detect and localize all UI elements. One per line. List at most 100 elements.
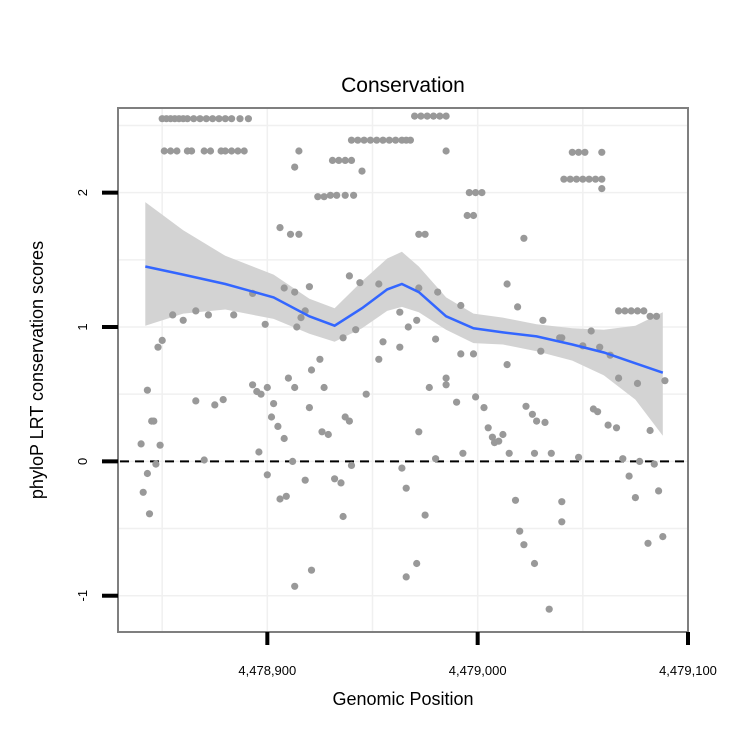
data-point bbox=[152, 460, 160, 468]
data-point bbox=[650, 460, 658, 468]
data-point bbox=[320, 193, 328, 201]
data-point bbox=[457, 301, 465, 310]
data-point bbox=[200, 147, 208, 155]
data-point bbox=[545, 605, 553, 613]
data-point bbox=[219, 396, 227, 404]
data-point bbox=[337, 479, 345, 487]
data-point bbox=[282, 492, 290, 500]
data-point bbox=[328, 156, 337, 164]
y-tick-label: 2 bbox=[75, 189, 90, 196]
data-point bbox=[568, 148, 576, 156]
data-point bbox=[320, 383, 328, 392]
data-point bbox=[547, 449, 555, 457]
data-point bbox=[404, 323, 412, 331]
x-axis-label: Genomic Position bbox=[332, 689, 473, 709]
data-point bbox=[150, 417, 158, 425]
data-point bbox=[316, 355, 324, 363]
data-point bbox=[333, 191, 341, 199]
data-point bbox=[293, 323, 301, 331]
data-point bbox=[274, 422, 282, 430]
data-point bbox=[421, 511, 429, 519]
data-point bbox=[160, 147, 168, 155]
data-point bbox=[339, 334, 347, 342]
data-point bbox=[143, 469, 151, 478]
plot-frame bbox=[117, 107, 689, 633]
plot-panel bbox=[117, 107, 689, 633]
data-point bbox=[341, 156, 349, 164]
data-point bbox=[514, 303, 522, 311]
data-point bbox=[307, 366, 316, 374]
data-point bbox=[442, 112, 450, 120]
data-point bbox=[541, 418, 549, 426]
data-point bbox=[453, 398, 461, 406]
chart-title: Conservation bbox=[341, 74, 465, 97]
data-point bbox=[429, 112, 438, 120]
data-point bbox=[249, 381, 257, 389]
data-point bbox=[442, 147, 450, 155]
data-point bbox=[587, 327, 595, 335]
data-point bbox=[341, 191, 349, 199]
data-point bbox=[345, 417, 353, 425]
data-point bbox=[379, 136, 387, 144]
data-point bbox=[566, 175, 574, 183]
data-point bbox=[442, 381, 450, 389]
data-point bbox=[432, 335, 440, 343]
data-point bbox=[154, 343, 162, 351]
data-point bbox=[495, 437, 503, 445]
data-point bbox=[326, 191, 334, 199]
data-point bbox=[406, 136, 414, 144]
data-point bbox=[558, 498, 566, 506]
data-point bbox=[585, 175, 593, 183]
data-point bbox=[478, 189, 486, 197]
data-point bbox=[655, 487, 663, 495]
data-point bbox=[423, 112, 431, 120]
data-point bbox=[379, 338, 387, 346]
data-point bbox=[284, 374, 292, 382]
data-point bbox=[200, 456, 208, 464]
data-point bbox=[505, 449, 513, 457]
data-point bbox=[644, 539, 652, 547]
x-tick-label: 4,479,100 bbox=[659, 663, 717, 678]
x-tick-label: 4,478,900 bbox=[238, 663, 296, 678]
data-point bbox=[413, 559, 421, 568]
data-point bbox=[463, 211, 471, 220]
data-point bbox=[520, 234, 528, 242]
data-point bbox=[196, 115, 204, 123]
data-point bbox=[619, 455, 627, 463]
data-point bbox=[591, 175, 600, 183]
data-point bbox=[169, 311, 177, 319]
data-point bbox=[612, 424, 621, 432]
data-point bbox=[192, 307, 200, 315]
data-point bbox=[345, 272, 353, 280]
data-point bbox=[204, 311, 212, 319]
data-point bbox=[366, 136, 374, 144]
data-point bbox=[244, 115, 252, 123]
data-point bbox=[373, 136, 381, 144]
data-point bbox=[331, 475, 339, 483]
data-point bbox=[402, 484, 410, 492]
data-point bbox=[240, 147, 248, 155]
data-point bbox=[263, 471, 271, 479]
data-point bbox=[636, 457, 644, 465]
data-point bbox=[307, 566, 316, 574]
data-point bbox=[415, 428, 423, 436]
data-point bbox=[255, 448, 263, 456]
data-point bbox=[188, 147, 196, 155]
data-point bbox=[499, 430, 507, 439]
data-point bbox=[179, 316, 187, 324]
data-point bbox=[305, 404, 313, 412]
data-point bbox=[596, 343, 604, 351]
data-point bbox=[173, 147, 181, 155]
data-point bbox=[661, 377, 669, 385]
data-point bbox=[221, 115, 229, 123]
data-point bbox=[442, 374, 450, 382]
data-point bbox=[402, 573, 410, 581]
data-point bbox=[286, 230, 295, 238]
smooth-trend-line bbox=[145, 265, 664, 374]
data-point bbox=[192, 397, 200, 405]
data-point bbox=[469, 350, 478, 358]
data-point bbox=[280, 434, 288, 443]
data-point bbox=[594, 408, 602, 416]
data-point bbox=[530, 449, 539, 457]
